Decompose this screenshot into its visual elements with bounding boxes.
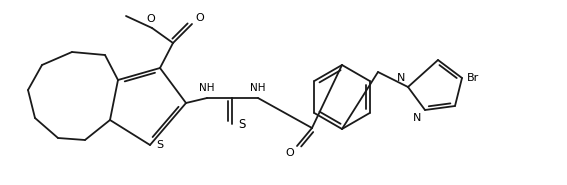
Text: S: S xyxy=(238,117,246,130)
Text: Br: Br xyxy=(467,73,479,83)
Text: NH: NH xyxy=(250,83,266,93)
Text: O: O xyxy=(285,148,294,158)
Text: S: S xyxy=(156,140,163,150)
Text: O: O xyxy=(195,13,204,23)
Text: N: N xyxy=(413,113,421,123)
Text: N: N xyxy=(397,73,405,83)
Text: NH: NH xyxy=(199,83,215,93)
Text: O: O xyxy=(147,14,155,24)
